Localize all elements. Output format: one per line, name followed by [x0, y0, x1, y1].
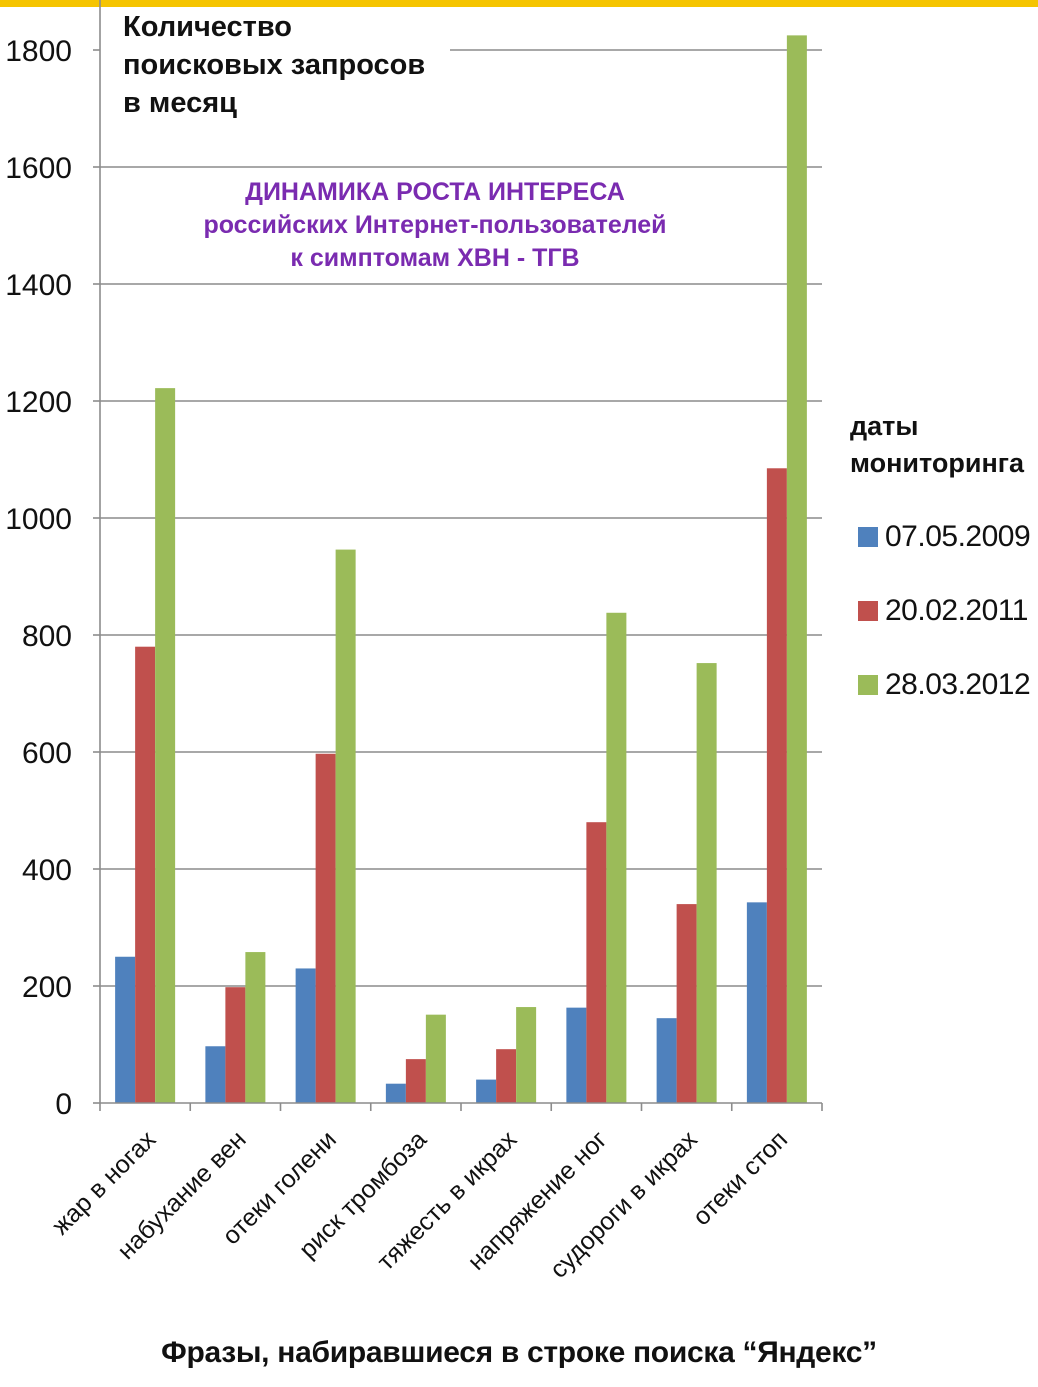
bar-1-8	[746, 902, 767, 1103]
bar-2-3	[315, 753, 336, 1103]
legend: даты мониторинга 07.05.2009 20.02.2011 2…	[850, 408, 1038, 722]
bar-3-4	[425, 1014, 446, 1103]
legend-item-2009: 07.05.2009	[850, 500, 1038, 574]
y-axis-label: Количество поисковых запросов в месяц	[123, 8, 453, 122]
legend-label-2011: 20.02.2011	[885, 594, 1028, 627]
chart-title: ДИНАМИКА РОСТА ИНТЕРЕСА российских Интер…	[140, 176, 730, 275]
legend-swatch-2009	[858, 527, 878, 547]
top-accent-bar	[0, 0, 1038, 7]
chart-title-line-1: ДИНАМИКА РОСТА ИНТЕРЕСА	[245, 178, 625, 206]
bar-3-2	[245, 952, 266, 1103]
y-tick-label-1600: 1600	[5, 152, 72, 185]
bar-1-1	[115, 956, 136, 1103]
legend-title-line-2: мониторинга	[850, 448, 1025, 478]
bar-2-7	[676, 904, 697, 1103]
y-axis-label-line-2: поисковых запросов	[123, 49, 426, 81]
bar-1-6	[566, 1007, 587, 1103]
y-tick-label-400: 400	[22, 854, 72, 887]
y-tick-labels: 0 200 400 600 800 1000 1200 1400 1600 1800	[5, 35, 72, 1121]
y-tick-label-600: 600	[22, 737, 72, 770]
bars	[115, 35, 807, 1103]
y-tick-label-1400: 1400	[5, 269, 72, 302]
x-tick-label-8: отеки стоп	[687, 1125, 793, 1231]
bar-1-4	[385, 1083, 406, 1103]
y-axis-label-line-1: Количество	[123, 11, 293, 43]
bar-2-2	[225, 987, 246, 1103]
bar-3-1	[155, 388, 176, 1103]
legend-title: даты мониторинга	[850, 408, 1038, 482]
y-tick-label-200: 200	[22, 971, 72, 1004]
bar-3-8	[786, 35, 807, 1103]
bar-3-6	[606, 612, 627, 1103]
chart-title-line-2: российских Интернет-пользователей	[203, 211, 667, 239]
bar-2-1	[135, 646, 156, 1103]
y-axis-label-line-3: в месяц	[123, 87, 237, 119]
bar-3-7	[696, 663, 717, 1103]
bar-2-8	[766, 468, 787, 1103]
bar-2-5	[496, 1049, 517, 1103]
bar-2-6	[586, 822, 607, 1103]
legend-title-line-1: даты	[850, 411, 919, 441]
bar-3-3	[335, 549, 356, 1103]
bar-2-4	[405, 1059, 426, 1103]
x-axis-title: Фразы, набиравшиеся в строке поиска “Янд…	[161, 1336, 877, 1369]
legend-item-2012: 28.03.2012	[850, 648, 1038, 722]
y-tick-label-800: 800	[22, 620, 72, 653]
legend-swatch-2011	[858, 601, 878, 621]
bar-1-2	[205, 1046, 226, 1103]
legend-item-2011: 20.02.2011	[850, 574, 1038, 648]
chart-title-line-3: к симптомам ХВН - ТГВ	[290, 244, 580, 272]
y-tick-label-0: 0	[55, 1088, 72, 1121]
legend-label-2012: 28.03.2012	[885, 668, 1031, 701]
y-tick-label-1200: 1200	[5, 386, 72, 419]
bar-1-7	[656, 1018, 677, 1103]
y-tick-label-1800: 1800	[5, 35, 72, 68]
axes	[99, 0, 823, 1111]
legend-label-2009: 07.05.2009	[885, 520, 1031, 553]
legend-swatch-2012	[858, 675, 878, 695]
bar-1-3	[295, 968, 316, 1103]
bar-1-5	[476, 1079, 497, 1103]
bar-3-5	[516, 1007, 537, 1103]
y-tick-label-1000: 1000	[5, 503, 72, 536]
